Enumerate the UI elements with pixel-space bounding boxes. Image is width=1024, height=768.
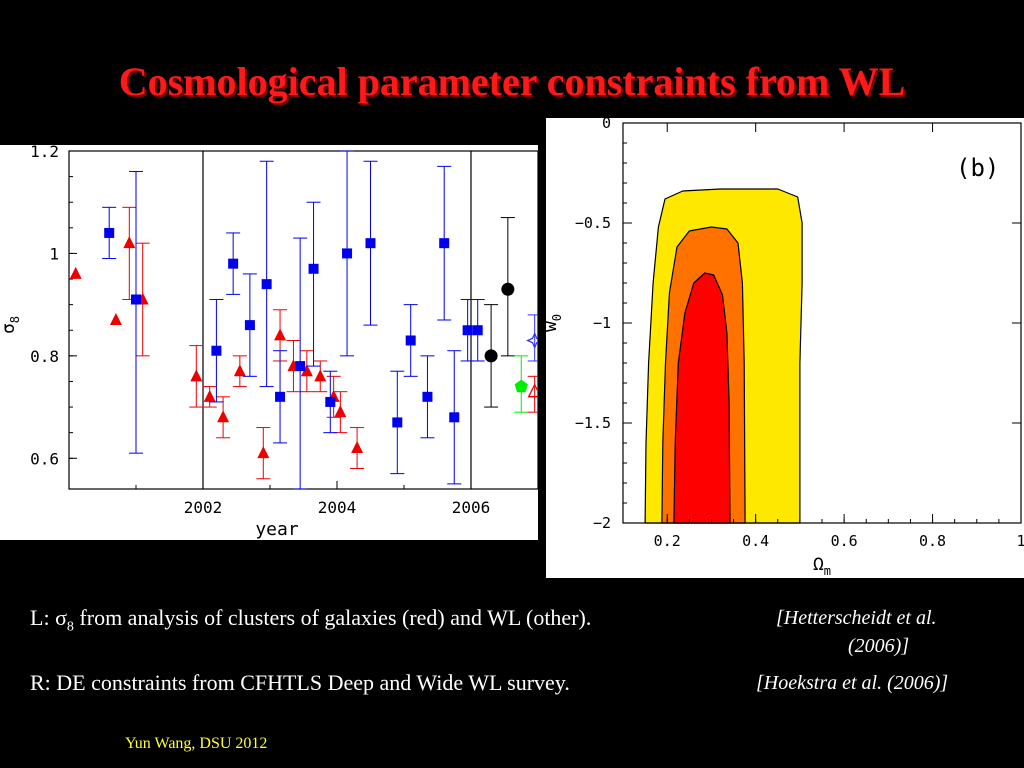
data-point-triangle bbox=[109, 313, 122, 325]
data-point-square bbox=[439, 238, 450, 249]
data-point-triangle bbox=[274, 328, 287, 341]
data-point-square bbox=[449, 412, 460, 423]
y-tick-label: −2 bbox=[593, 514, 611, 532]
data-point-square bbox=[342, 248, 353, 259]
footer-author: Yun Wang, DSU 2012 bbox=[125, 735, 268, 752]
y-tick-label: 0.6 bbox=[30, 449, 59, 468]
sigma8-chart: 2002 2004 2006 0.6 0.8 1 1.2 year σ8 bbox=[0, 145, 538, 540]
sigma8-chart-panel: 2002 2004 2006 0.6 0.8 1 1.2 year σ8 bbox=[0, 145, 538, 540]
data-point-triangle bbox=[314, 369, 327, 382]
de-constraints-chart-panel: 0.20.40.60.81 0−0.5−1−1.5−2 (b) Ωm w0 bbox=[546, 118, 1024, 578]
x-tick-label: 2004 bbox=[318, 498, 357, 517]
caption-left-cite-1: [Hetterscheidt et al. bbox=[776, 607, 937, 629]
x-tick-label: 0.6 bbox=[831, 532, 858, 550]
x-tick-label: 1 bbox=[1016, 532, 1024, 550]
data-point-square bbox=[422, 391, 433, 402]
data-point-square bbox=[244, 320, 255, 331]
y-axis-label-sub: 8 bbox=[8, 316, 22, 323]
x-axis-label: year bbox=[255, 519, 299, 540]
data-point-square bbox=[308, 263, 319, 274]
data-point-square bbox=[211, 345, 222, 356]
y-tick-label: 1 bbox=[49, 244, 59, 263]
x-tick-label: 0.8 bbox=[919, 532, 946, 550]
y-axis-label-sigma: σ bbox=[0, 323, 19, 334]
data-point-square bbox=[325, 396, 336, 407]
data-point-triangle bbox=[123, 236, 136, 249]
data-point-triangle bbox=[203, 389, 216, 402]
caption-left-sub: 8 bbox=[66, 619, 74, 635]
data-point-circle bbox=[501, 282, 515, 296]
panel-annotation: (b) bbox=[956, 154, 999, 182]
data-point-square bbox=[405, 335, 416, 346]
data-point-star-open bbox=[526, 331, 538, 350]
data-point-triangle bbox=[257, 446, 270, 459]
de-constraints-chart: 0.20.40.60.81 0−0.5−1−1.5−2 (b) Ωm w0 bbox=[546, 118, 1024, 578]
caption-left-text: from analysis of clusters of galaxies (r… bbox=[73, 605, 592, 630]
y-tick-label: −1.5 bbox=[575, 414, 611, 432]
caption-right: R: DE constraints from CFHTLS Deep and W… bbox=[30, 670, 570, 696]
data-point-triangle bbox=[69, 266, 82, 279]
x-axis-label: Ωm bbox=[813, 554, 831, 578]
data-point-circle bbox=[484, 349, 498, 363]
y-axis-label-sub: 0 bbox=[550, 314, 564, 321]
data-point-triangle bbox=[300, 364, 313, 377]
x-tick-label: 2006 bbox=[452, 498, 491, 517]
caption-left: L: σ8 from analysis of clusters of galax… bbox=[30, 605, 591, 635]
x-axis-label-sub: m bbox=[824, 564, 831, 578]
y-tick-label: 1.2 bbox=[30, 145, 59, 161]
data-point-pentagon bbox=[514, 379, 528, 393]
data-point-square bbox=[131, 294, 141, 305]
data-point-square bbox=[104, 227, 115, 238]
caption-left-prefix: L: bbox=[30, 605, 56, 630]
y-tick-label: 0.8 bbox=[30, 347, 59, 366]
x-tick-label: 0.4 bbox=[742, 532, 769, 550]
y-tick-label: 0 bbox=[602, 118, 611, 132]
data-point-square bbox=[228, 258, 239, 269]
data-point-triangle-open bbox=[527, 383, 538, 398]
slide-title: Cosmological parameter constraints from … bbox=[118, 59, 906, 104]
data-point-triangle bbox=[190, 369, 203, 382]
confidence-contour-3 bbox=[673, 272, 731, 524]
caption-left-cite-2: (2006)] bbox=[848, 635, 910, 657]
data-point-square bbox=[472, 325, 483, 336]
data-point-square bbox=[295, 361, 306, 372]
y-tick-label: −0.5 bbox=[575, 214, 611, 232]
data-point-square bbox=[365, 238, 376, 249]
data-point-square bbox=[261, 279, 272, 290]
y-axis-label-w: w bbox=[546, 321, 561, 332]
x-tick-label: 2002 bbox=[184, 498, 223, 517]
caption-left-sigma: σ bbox=[55, 605, 67, 630]
data-point-triangle bbox=[351, 441, 364, 454]
y-axis-label: σ8 bbox=[0, 316, 22, 334]
data-point-square bbox=[275, 391, 286, 402]
data-point-triangle bbox=[334, 405, 347, 418]
data-point-square bbox=[392, 417, 403, 428]
x-tick-label: 0.2 bbox=[654, 532, 681, 550]
caption-right-cite: [Hoekstra et al. (2006)] bbox=[756, 672, 949, 694]
y-tick-label: −1 bbox=[593, 314, 611, 332]
data-point-triangle bbox=[233, 364, 246, 377]
data-point-square bbox=[462, 325, 473, 336]
caption-right-text: R: DE constraints from CFHTLS Deep and W… bbox=[30, 670, 570, 695]
x-axis-label-omega: Ω bbox=[813, 554, 824, 575]
data-point-triangle bbox=[217, 410, 230, 423]
y-axis-label: w0 bbox=[546, 314, 564, 332]
